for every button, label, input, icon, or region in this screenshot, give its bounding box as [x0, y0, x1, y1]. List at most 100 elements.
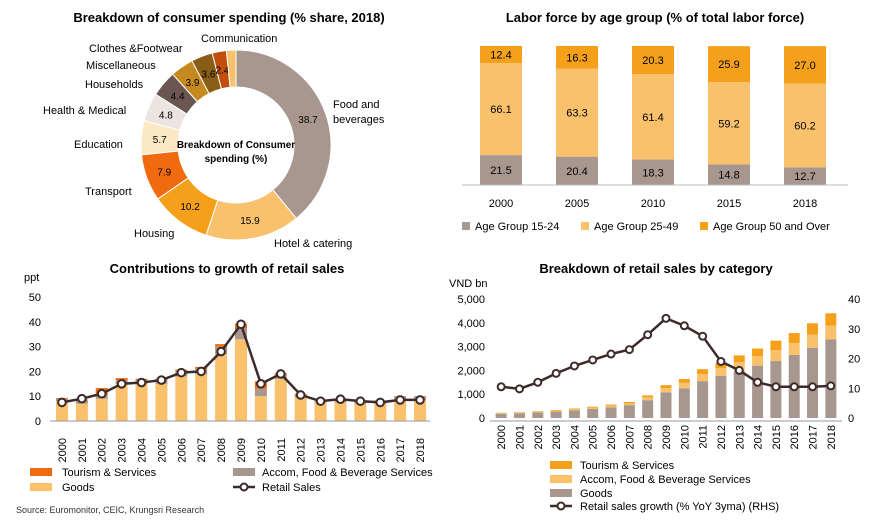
- labor-data-label: 18.3: [642, 167, 663, 179]
- legend-label-age2549: Age Group 25-49: [594, 221, 678, 233]
- contrib-legend: Tourism & Services Goods Accom, Food & B…: [30, 467, 433, 494]
- labor-x-tick: 2015: [717, 198, 741, 210]
- legend-label-retail: Retail Sales: [262, 482, 321, 494]
- retail-sales-marker: [236, 319, 246, 330]
- contrib-bar-segment: [374, 403, 387, 421]
- labor-bar-segment: [632, 46, 674, 75]
- labor-bar-segment: [480, 155, 522, 185]
- retail-sales-marker: [57, 397, 67, 408]
- legend-swatch-age2549: [581, 222, 589, 230]
- cat-x-tick: 2012: [716, 425, 728, 449]
- retail-growth-marker: [624, 345, 634, 355]
- labor-x-tick: 2000: [489, 198, 513, 210]
- retail-growth-marker: [588, 355, 598, 365]
- contrib-x-tick: 2007: [196, 438, 208, 462]
- retail-growth-marker: [679, 321, 689, 331]
- cat-bar-segment: [660, 388, 672, 393]
- cat-x-tick: 2001: [514, 425, 526, 449]
- retail-growth-marker: [551, 368, 561, 378]
- cat-x-tick: 2018: [826, 425, 838, 449]
- legend-label-tourism: Tourism & Services: [62, 467, 157, 479]
- cat-x-tick: 2003: [551, 425, 563, 449]
- cat-bar-segment: [532, 411, 544, 413]
- cat-bar-segment: [788, 343, 800, 355]
- retail-growth-marker: [496, 382, 506, 392]
- cat-legend: Tourism & Services Accom, Food & Beverag…: [550, 460, 779, 513]
- cat-y-tick: 4,000: [457, 318, 485, 330]
- contrib-x-tick: 2002: [97, 438, 109, 462]
- labor-force-chart: Labor force by age group (% of total lab…: [462, 10, 848, 233]
- cat-y-tick: 0: [479, 413, 485, 425]
- contrib-bar-segment: [394, 399, 407, 421]
- cat-bar-segment: [788, 333, 800, 344]
- contrib-bar-segment: [354, 403, 367, 421]
- contrib-bar-segment: [314, 402, 327, 421]
- legend-label-age1524: Age Group 15-24: [475, 221, 559, 233]
- cat-bar-segment: [605, 404, 617, 406]
- cat-bar-segment: [715, 375, 727, 418]
- cat-bar-segment: [678, 388, 690, 418]
- retail-growth-marker: [734, 365, 744, 375]
- labor-bar-segment: [556, 156, 598, 185]
- cat-bar-segment: [697, 369, 709, 374]
- contrib-bar-segment: [215, 354, 228, 421]
- retail-growth-marker: [716, 356, 726, 366]
- labor-bar-segment: [556, 46, 598, 69]
- contrib-bar-segment: [75, 403, 88, 421]
- labor-x-tick: 2018: [793, 198, 817, 210]
- donut-slice: [225, 49, 237, 88]
- cat-y2-tick: 10: [848, 383, 860, 395]
- legend-label-age50: Age Group 50 and Over: [713, 221, 830, 233]
- cat-y2-tick: 0: [848, 413, 854, 425]
- cat-bar-segment: [568, 410, 580, 418]
- retail-growth-marker: [808, 382, 818, 392]
- cat-bar-segment: [605, 407, 617, 418]
- retail-sales-marker: [415, 395, 425, 405]
- labor-data-label: 66.1: [490, 104, 511, 116]
- cat-x-tick: 2000: [496, 425, 508, 449]
- labor-data-label: 25.9: [718, 59, 739, 71]
- cat-bar-segment: [733, 355, 745, 363]
- contrib-y-tick: 0: [35, 416, 41, 428]
- labor-data-label: 60.2: [794, 121, 815, 133]
- donut-center-label-2: spending (%): [205, 154, 268, 165]
- cat-bar-segment: [550, 410, 562, 412]
- cat-bar-segment: [642, 397, 654, 401]
- cat-bar-segment: [770, 350, 782, 361]
- cat-bar-segment: [623, 401, 635, 404]
- contrib-x-tick: 2015: [355, 438, 367, 462]
- contrib-x-tick: 2010: [256, 438, 268, 462]
- retail-sales-marker: [375, 397, 386, 408]
- cat-bar-segment: [550, 410, 562, 411]
- retail-sales-marker: [216, 346, 226, 357]
- labor-data-label: 59.2: [718, 118, 739, 130]
- label-households: Households: [85, 79, 144, 91]
- label-food-1: Food and: [333, 99, 379, 111]
- label-transport: Transport: [85, 186, 132, 198]
- cat-x-tick: 2010: [679, 425, 691, 449]
- contrib-y-tick: 30: [29, 342, 41, 354]
- cat-bar-segment: [550, 411, 562, 418]
- label-health: Health & Medical: [43, 105, 126, 117]
- donut-value-label: 3.9: [186, 78, 200, 89]
- contrib-bar-segment: [254, 396, 267, 421]
- legend-label-accom: Accom, Food & Beverage Services: [262, 467, 433, 479]
- cat-x-tick: 2009: [661, 425, 673, 449]
- retail-growth-marker: [826, 381, 836, 391]
- contrib-x-tick: 2016: [375, 438, 387, 462]
- legend-label-growth: Retail sales growth (% YoY 3yma) (RHS): [580, 501, 779, 513]
- labor-bar-segment: [784, 83, 826, 168]
- cat-bar-segment: [752, 348, 764, 357]
- cat-bar-segment: [642, 400, 654, 418]
- donut-value-label: 2.4: [216, 66, 230, 77]
- cat-bar-segment: [587, 408, 599, 418]
- contrib-x-tick: 2005: [156, 438, 168, 462]
- contrib-bar-segment: [294, 397, 307, 421]
- legend-swatch-cat-accom: [550, 475, 572, 483]
- labor-data-label: 61.4: [642, 112, 663, 124]
- retail-growth-marker: [569, 361, 579, 371]
- cat-x-tick: 2002: [533, 425, 545, 449]
- labor-x-tick: 2010: [641, 198, 665, 210]
- contrib-bar-segment: [254, 388, 267, 397]
- cat-y-tick: 1,000: [457, 389, 485, 401]
